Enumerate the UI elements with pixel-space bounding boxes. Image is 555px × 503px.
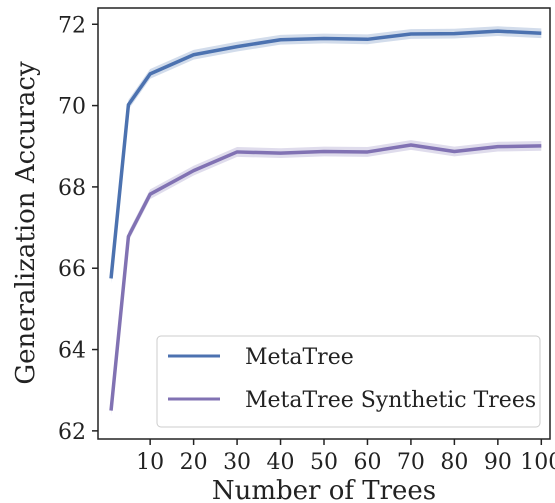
x-tick-label-60: 60 bbox=[353, 450, 381, 475]
x-tick-label-20: 20 bbox=[180, 450, 208, 475]
y-tick-label-68: 68 bbox=[58, 176, 86, 201]
y-tick-label-66: 66 bbox=[58, 257, 86, 282]
series-line-metatree bbox=[109, 29, 542, 279]
y-axis-title: Generalization Accuracy bbox=[11, 61, 41, 385]
x-axis-title: Number of Trees bbox=[212, 476, 436, 503]
series-line-metatree-synthetic-trees bbox=[109, 143, 542, 411]
legend-label-metatree-synthetic-trees: MetaTree Synthetic Trees bbox=[245, 388, 536, 413]
x-tick-label-100: 100 bbox=[520, 450, 555, 475]
y-tick-label-72: 72 bbox=[58, 13, 86, 38]
series-lines bbox=[109, 29, 542, 411]
y-tick-label-62: 62 bbox=[58, 420, 86, 445]
x-tick-label-40: 40 bbox=[267, 450, 295, 475]
x-tick-label-70: 70 bbox=[397, 450, 425, 475]
y-tick-label-64: 64 bbox=[58, 339, 86, 364]
x-axis-ticks: 10 20 30 40 50 60 70 80 90 100 bbox=[136, 439, 555, 475]
y-tick-label-70: 70 bbox=[58, 95, 86, 120]
legend: MetaTree MetaTree Synthetic Trees bbox=[156, 335, 541, 428]
legend-label-metatree: MetaTree bbox=[245, 345, 354, 370]
x-tick-label-30: 30 bbox=[223, 450, 251, 475]
legend-box bbox=[156, 335, 541, 428]
x-tick-label-50: 50 bbox=[310, 450, 338, 475]
y-axis-ticks: 62 64 66 68 70 72 bbox=[58, 13, 98, 445]
x-tick-label-10: 10 bbox=[136, 450, 164, 475]
x-tick-label-90: 90 bbox=[484, 450, 512, 475]
x-tick-label-80: 80 bbox=[440, 450, 468, 475]
